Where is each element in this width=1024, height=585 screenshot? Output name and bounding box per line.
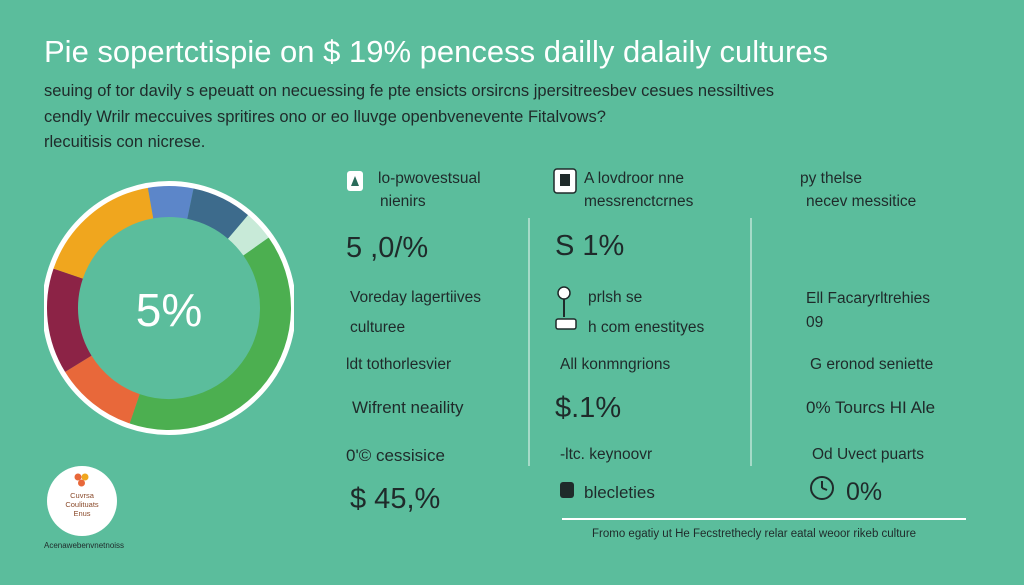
col1-value-2: $ 45,% bbox=[350, 483, 441, 515]
column-divider-1 bbox=[528, 218, 530, 466]
building-icon bbox=[347, 171, 363, 191]
donut-svg bbox=[44, 181, 294, 435]
logo-text-3: Enus bbox=[73, 509, 91, 518]
col2-label-1-line-1: prlsh se bbox=[588, 289, 643, 306]
col2-label-4: blecleties bbox=[584, 483, 655, 502]
col3-header: py thelse necev messitice bbox=[800, 170, 917, 211]
donut-outer-ring bbox=[44, 181, 294, 435]
col3-label-1-line-2: 09 bbox=[806, 314, 824, 331]
flower-icon bbox=[74, 473, 89, 487]
col1-label-1-line-2: culturee bbox=[350, 319, 406, 336]
document-icon bbox=[553, 168, 577, 194]
bookmark-icon bbox=[560, 482, 574, 498]
col2-label-1: prlsh se h com enestityes bbox=[588, 289, 704, 337]
col3-label-4: Od Uvect puarts bbox=[812, 446, 924, 463]
col2-header-line-1: A lovdroor nne bbox=[584, 170, 684, 187]
col1-label-3: Wifrent neaility bbox=[352, 398, 464, 417]
logo-text-2: Coulituats bbox=[65, 500, 99, 509]
bottom-rule bbox=[562, 518, 966, 520]
col2-header: A lovdroor nne messrenctcrnes bbox=[584, 170, 693, 211]
column-divider-2 bbox=[750, 218, 752, 466]
col1-label-1: Voreday lagertiives culturee bbox=[350, 289, 481, 337]
page-title: Pie sopertctispie on $ 19% pencess daill… bbox=[44, 34, 829, 69]
col2-value-1: S 1% bbox=[555, 230, 625, 262]
donut-slice-6 bbox=[47, 268, 92, 372]
donut-center-value: 5% bbox=[135, 284, 203, 336]
clock-icon bbox=[810, 476, 834, 500]
subtitle-line-3: rlecuitisis con nicrese. bbox=[44, 133, 206, 151]
subtitle-line-1: seuing of tor davily s epeuatt on necues… bbox=[44, 82, 775, 100]
col2-label-3: -ltc. keynoovr bbox=[560, 446, 653, 463]
col3-label-3: 0% Tourcs HI Ale bbox=[806, 398, 936, 417]
donut-slice-2 bbox=[186, 188, 249, 240]
col1-header-line-1: lo-pwovestsual bbox=[378, 170, 481, 187]
donut-slice-5 bbox=[65, 355, 141, 424]
col1-header-line-2: nienirs bbox=[380, 193, 426, 210]
col3-header-line-2: necev messitice bbox=[806, 193, 917, 210]
plant-icon bbox=[555, 286, 577, 330]
logo-caption: Acenawebenvnetnoiss bbox=[44, 541, 125, 550]
col1-value-1: 5 ,0/% bbox=[346, 232, 429, 264]
col2-header-line-2: messrenctcrnes bbox=[584, 193, 694, 210]
donut-chart: 5% bbox=[44, 173, 294, 443]
donut-slice-4 bbox=[129, 237, 291, 430]
col3-label-1: Ell Facaryrltrehies 09 bbox=[806, 290, 930, 332]
col3-label-2: G eronod seniette bbox=[810, 356, 934, 373]
col3-value-1: 0% bbox=[846, 478, 883, 506]
subtitle-line-2: cendly Wrilr meccuives spritires ono or … bbox=[44, 108, 606, 126]
donut-slice-1 bbox=[147, 186, 194, 219]
col2-label-2: All konmngrions bbox=[560, 356, 671, 373]
logo-badge: Cuvrsa Coulituats Enus bbox=[47, 466, 117, 536]
col1-label-2: ldt tothorlesvier bbox=[346, 356, 452, 373]
col1-header: lo-pwovestsual nienirs bbox=[378, 170, 481, 211]
donut-slice-3 bbox=[227, 215, 269, 256]
col1-label-4: 0'© cessisice bbox=[346, 446, 445, 465]
col1-label-1-line-1: Voreday lagertiives bbox=[350, 289, 481, 306]
col2-label-1-line-2: h com enestityes bbox=[588, 319, 705, 336]
col3-header-line-1: py thelse bbox=[800, 170, 863, 187]
donut-slice-7 bbox=[53, 187, 154, 280]
logo-text-1: Cuvrsa bbox=[70, 491, 94, 500]
col2-value-2: $.1% bbox=[555, 392, 622, 424]
footer-note: Fromo egatiy ut He Fecstrethecly relar e… bbox=[592, 528, 917, 540]
col3-label-1-line-1: Ell Facaryrltrehies bbox=[806, 290, 931, 307]
